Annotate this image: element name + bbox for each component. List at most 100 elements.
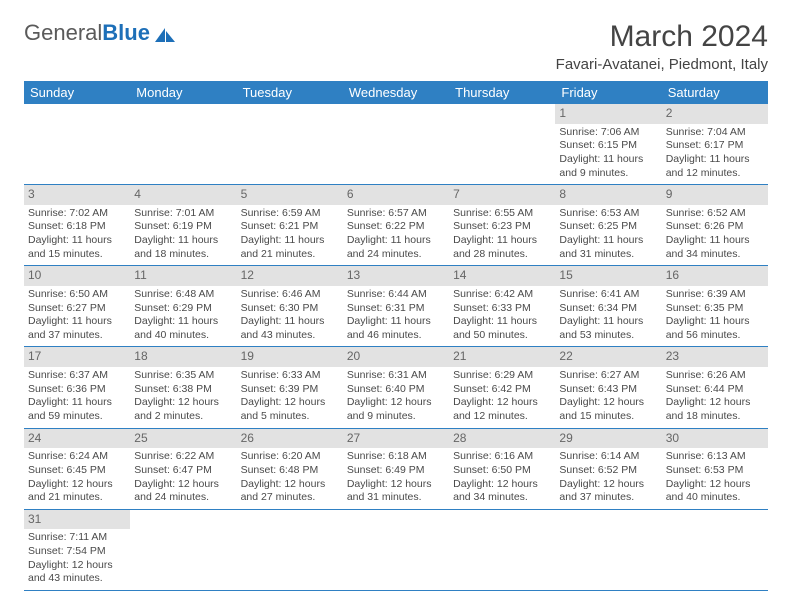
sunset-text: Sunset: 6:43 PM — [559, 383, 657, 397]
day-number-empty — [343, 510, 449, 530]
daylight-text: Daylight: 12 hours and 5 minutes. — [241, 396, 339, 423]
day-number-empty — [237, 510, 343, 530]
daylight-text: Daylight: 12 hours and 27 minutes. — [241, 478, 339, 505]
day-number: 7 — [449, 185, 555, 205]
day-number: 30 — [662, 429, 768, 449]
calendar-day-cell: 26Sunrise: 6:20 AMSunset: 6:48 PMDayligh… — [237, 428, 343, 509]
page-title: March 2024 — [556, 20, 768, 54]
sunset-text: Sunset: 6:39 PM — [241, 383, 339, 397]
sunrise-text: Sunrise: 6:37 AM — [28, 369, 126, 383]
calendar-table: SundayMondayTuesdayWednesdayThursdayFrid… — [24, 81, 768, 591]
day-header: Saturday — [662, 81, 768, 104]
day-number: 4 — [130, 185, 236, 205]
day-number: 5 — [237, 185, 343, 205]
day-number: 17 — [24, 347, 130, 367]
calendar-day-cell: 23Sunrise: 6:26 AMSunset: 6:44 PMDayligh… — [662, 347, 768, 428]
calendar-day-cell — [237, 104, 343, 185]
calendar-day-cell: 4Sunrise: 7:01 AMSunset: 6:19 PMDaylight… — [130, 185, 236, 266]
sunset-text: Sunset: 6:42 PM — [453, 383, 551, 397]
sunset-text: Sunset: 6:35 PM — [666, 302, 764, 316]
day-header: Sunday — [24, 81, 130, 104]
daylight-text: Daylight: 12 hours and 18 minutes. — [666, 396, 764, 423]
sunset-text: Sunset: 6:36 PM — [28, 383, 126, 397]
day-number-empty — [237, 104, 343, 124]
day-number: 20 — [343, 347, 449, 367]
page-header: GeneralBlue March 2024 Favari-Avatanei, … — [24, 20, 768, 73]
day-number: 10 — [24, 266, 130, 286]
sunrise-text: Sunrise: 6:44 AM — [347, 288, 445, 302]
day-number: 23 — [662, 347, 768, 367]
sunrise-text: Sunrise: 6:55 AM — [453, 207, 551, 221]
calendar-day-cell: 2Sunrise: 7:04 AMSunset: 6:17 PMDaylight… — [662, 104, 768, 185]
calendar-day-cell: 21 Sunrise: 6:29 AMSunset: 6:42 PMDayligh… — [449, 347, 555, 428]
day-number: 26 — [237, 429, 343, 449]
sunrise-text: Sunrise: 6:42 AM — [453, 288, 551, 302]
daylight-text: Daylight: 11 hours and 18 minutes. — [134, 234, 232, 261]
sunset-text: Sunset: 6:33 PM — [453, 302, 551, 316]
sunset-text: Sunset: 6:17 PM — [666, 139, 764, 153]
sunrise-text: Sunrise: 7:02 AM — [28, 207, 126, 221]
page-subtitle: Favari-Avatanei, Piedmont, Italy — [556, 56, 768, 73]
calendar-day-cell — [449, 509, 555, 590]
sunrise-text: Sunrise: 6:57 AM — [347, 207, 445, 221]
daylight-text: Daylight: 12 hours and 37 minutes. — [559, 478, 657, 505]
day-number-empty — [130, 510, 236, 530]
calendar-day-cell: 3Sunrise: 7:02 AMSunset: 6:18 PMDaylight… — [24, 185, 130, 266]
sunrise-text: Sunrise: 7:01 AM — [134, 207, 232, 221]
calendar-day-cell — [130, 509, 236, 590]
sunset-text: Sunset: 6:30 PM — [241, 302, 339, 316]
day-number: 14 — [449, 266, 555, 286]
calendar-day-cell: 8Sunrise: 6:53 AMSunset: 6:25 PMDaylight… — [555, 185, 661, 266]
daylight-text: Daylight: 11 hours and 37 minutes. — [28, 315, 126, 342]
calendar-day-cell: 17Sunrise: 6:37 AMSunset: 6:36 PMDayligh… — [24, 347, 130, 428]
logo-text-1: General — [24, 20, 102, 46]
calendar-day-cell — [24, 104, 130, 185]
calendar-day-cell: 7 Sunrise: 6:55 AMSunset: 6:23 PMDaylight… — [449, 185, 555, 266]
day-number: 16 — [662, 266, 768, 286]
calendar-week-row: 24Sunrise: 6:24 AMSunset: 6:45 PMDayligh… — [24, 428, 768, 509]
daylight-text: Daylight: 11 hours and 53 minutes. — [559, 315, 657, 342]
sunrise-text: Sunrise: 6:39 AM — [666, 288, 764, 302]
sunset-text: Sunset: 6:27 PM — [28, 302, 126, 316]
daylight-text: Daylight: 12 hours and 2 minutes. — [134, 396, 232, 423]
sunrise-text: Sunrise: 6:14 AM — [559, 450, 657, 464]
daylight-text: Daylight: 12 hours and 12 minutes. — [453, 396, 551, 423]
day-number-empty — [130, 104, 236, 124]
calendar-day-cell: 24Sunrise: 6:24 AMSunset: 6:45 PMDayligh… — [24, 428, 130, 509]
calendar-day-cell — [343, 509, 449, 590]
day-number: 27 — [343, 429, 449, 449]
calendar-day-cell: 9Sunrise: 6:52 AMSunset: 6:26 PMDaylight… — [662, 185, 768, 266]
day-number-empty — [449, 510, 555, 530]
calendar-day-cell: 15Sunrise: 6:41 AMSunset: 6:34 PMDayligh… — [555, 266, 661, 347]
daylight-text: Daylight: 11 hours and 21 minutes. — [241, 234, 339, 261]
daylight-text: Daylight: 11 hours and 50 minutes. — [453, 315, 551, 342]
calendar-day-cell: 10 Sunrise: 6:50 AMSunset: 6:27 PMDayligh… — [24, 266, 130, 347]
day-number-empty — [343, 104, 449, 124]
daylight-text: Daylight: 11 hours and 43 minutes. — [241, 315, 339, 342]
daylight-text: Daylight: 11 hours and 28 minutes. — [453, 234, 551, 261]
day-number: 15 — [555, 266, 661, 286]
calendar-day-cell: 18Sunrise: 6:35 AMSunset: 6:38 PMDayligh… — [130, 347, 236, 428]
day-header: Thursday — [449, 81, 555, 104]
sunset-text: Sunset: 6:53 PM — [666, 464, 764, 478]
daylight-text: Daylight: 11 hours and 24 minutes. — [347, 234, 445, 261]
daylight-text: Daylight: 11 hours and 12 minutes. — [666, 153, 764, 180]
sunset-text: Sunset: 6:23 PM — [453, 220, 551, 234]
sail-icon — [153, 24, 177, 42]
calendar-day-cell — [555, 509, 661, 590]
sunset-text: Sunset: 6:52 PM — [559, 464, 657, 478]
calendar-day-cell: 13Sunrise: 6:44 AMSunset: 6:31 PMDayligh… — [343, 266, 449, 347]
sunrise-text: Sunrise: 7:04 AM — [666, 126, 764, 140]
day-number: 31 — [24, 510, 130, 530]
daylight-text: Daylight: 11 hours and 56 minutes. — [666, 315, 764, 342]
day-number-empty — [24, 104, 130, 124]
sunrise-text: Sunrise: 6:50 AM — [28, 288, 126, 302]
day-number: 21 — [449, 347, 555, 367]
sunset-text: Sunset: 6:21 PM — [241, 220, 339, 234]
logo-text-2: Blue — [102, 20, 150, 46]
sunrise-text: Sunrise: 6:26 AM — [666, 369, 764, 383]
calendar-week-row: 1Sunrise: 7:06 AMSunset: 6:15 PMDaylight… — [24, 104, 768, 185]
sunset-text: Sunset: 6:25 PM — [559, 220, 657, 234]
sunrise-text: Sunrise: 6:29 AM — [453, 369, 551, 383]
sunrise-text: Sunrise: 6:22 AM — [134, 450, 232, 464]
